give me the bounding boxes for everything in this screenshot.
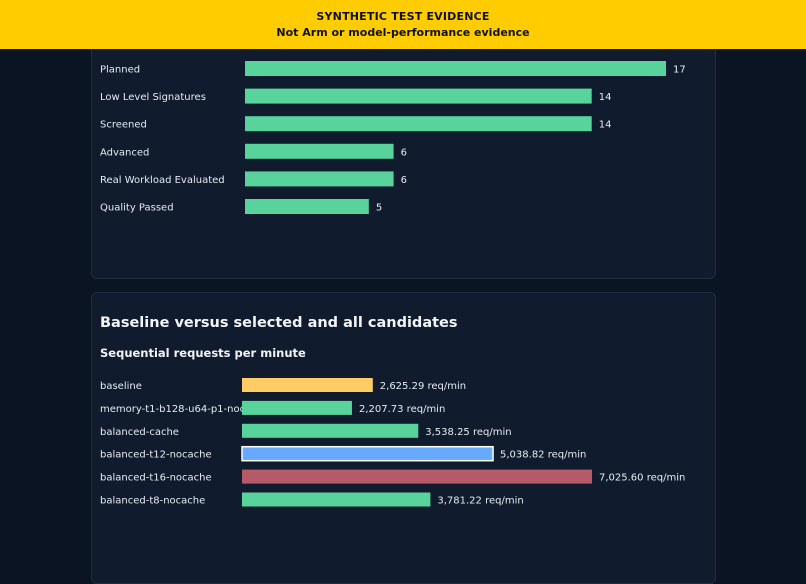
candidate-label: balanced-t12-nocache <box>100 450 212 461</box>
funnel-bar-real-workload-evaluated <box>245 171 394 187</box>
banner-title: SYNTHETIC TEST EVIDENCE <box>316 10 490 23</box>
throughput-bar-baseline <box>242 378 373 392</box>
funnel-category-label: Screened <box>100 120 147 131</box>
baseline-throughput-chart: baseline 2,625.29 req/min memory-t1-b128-u… <box>100 378 685 507</box>
funnel-value-label: 14 <box>599 120 612 131</box>
funnel-category-label: Quality Passed <box>100 203 174 214</box>
candidate-label: balanced-t16-nocache <box>100 473 212 484</box>
throughput-bar-balanced-t12-nocache <box>241 445 494 462</box>
throughput-value-label: 5,038.82 req/min <box>500 450 586 461</box>
funnel-category-label: Advanced <box>100 147 149 158</box>
funnel-value-label: 14 <box>599 92 612 103</box>
throughput-value-label: 7,025.60 req/min <box>599 473 685 484</box>
candidate-label: balanced-cache <box>100 427 179 438</box>
baseline-chart-title: Baseline versus selected and all candida… <box>100 315 458 331</box>
funnel-value-label: 5 <box>376 203 382 214</box>
throughput-value-label: 3,781.22 req/min <box>437 496 523 507</box>
candidate-label: baseline <box>100 381 142 392</box>
funnel-bar-screened <box>245 116 592 132</box>
baseline-chart-subtitle: Sequential requests per minute <box>100 346 306 360</box>
throughput-bar-balanced-cache <box>242 423 419 438</box>
candidate-label: balanced-t8-nocache <box>100 496 205 507</box>
baseline-comparison-panel <box>91 292 716 584</box>
throughput-bar-memory-t1-b128-u64-p1-nocache <box>242 400 352 415</box>
candidate-funnel-chart: Planned 17 Low Level Signatures 14 Screened 1… <box>100 61 686 214</box>
banner-subtitle: Not Arm or model-performance evidence <box>276 26 530 39</box>
funnel-value-label: 6 <box>401 147 407 158</box>
candidate-label: memory-t1-b128-u64-p1-nocache <box>100 404 269 415</box>
synthetic-evidence-banner: SYNTHETIC TEST EVIDENCE Not Arm or model… <box>0 0 806 49</box>
funnel-bar-advanced <box>245 143 394 159</box>
funnel-bar-low-level-signatures <box>245 88 592 104</box>
throughput-value-label: 2,207.73 req/min <box>359 404 445 415</box>
funnel-value-label: 6 <box>401 175 407 186</box>
funnel-category-label: Low Level Signatures <box>100 92 206 103</box>
funnel-category-label: Real Workload Evaluated <box>100 175 225 186</box>
throughput-value-label: 2,625.29 req/min <box>380 381 466 392</box>
throughput-bar-balanced-t8-nocache <box>242 492 431 507</box>
funnel-value-label: 17 <box>673 65 686 76</box>
funnel-category-label: Planned <box>100 65 140 76</box>
throughput-bar-balanced-t16-nocache <box>242 469 592 484</box>
funnel-bar-planned <box>245 61 666 76</box>
funnel-bar-quality-passed <box>245 199 369 214</box>
throughput-value-label: 3,538.25 req/min <box>425 427 511 438</box>
